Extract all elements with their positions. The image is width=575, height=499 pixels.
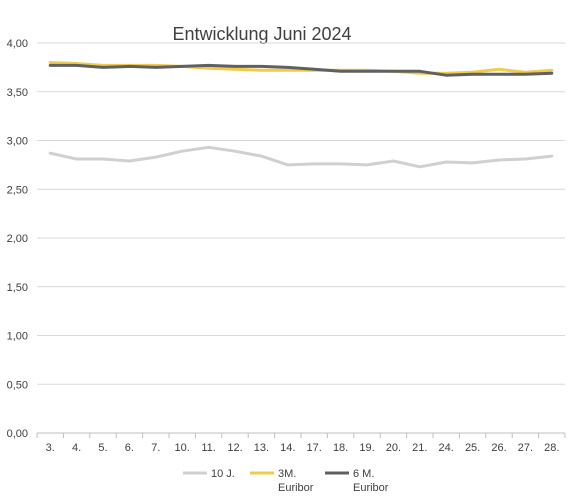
legend-label: 6 M. (353, 468, 374, 480)
x-tick-label: 24. (439, 442, 454, 454)
legend-label: Euribor (353, 482, 389, 494)
x-tick-label: 13. (254, 442, 269, 454)
y-tick-label: 2,50 (7, 184, 28, 196)
x-tick-label: 28. (544, 442, 559, 454)
gridlines (37, 42, 565, 385)
x-tick-label: 17. (307, 442, 322, 454)
legend: 10 J. 3M. Euribor 6 M. Euribor (183, 468, 389, 494)
y-tick-label: 0,00 (7, 428, 28, 440)
x-tick-label: 10. (175, 442, 190, 454)
y-tick-label: 3,00 (7, 136, 28, 148)
legend-label: 3M. (278, 468, 296, 480)
x-tick-label: 7. (151, 442, 160, 454)
legend-entry: 10 J. (183, 468, 235, 480)
series-lines (48, 61, 554, 169)
x-tick-label: 3. (46, 442, 55, 454)
y-tick-label: 4,00 (7, 38, 28, 50)
y-tick-label: 2,00 (7, 233, 28, 245)
x-tick-label: 4. (72, 442, 81, 454)
x-tick-label: 6. (125, 442, 134, 454)
y-tick-label: 0,50 (7, 379, 28, 391)
legend-label: 10 J. (211, 468, 235, 480)
x-tick-label: 18. (333, 442, 348, 454)
x-tick-label: 21. (412, 442, 427, 454)
x-tick-label: 5. (98, 442, 107, 454)
x-tick-label: 27. (518, 442, 533, 454)
y-tick-label: 1,00 (7, 331, 28, 343)
y-tick-label: 1,50 (7, 282, 28, 294)
y-tick-label: 3,50 (7, 87, 28, 99)
x-tick-label: 25. (465, 442, 480, 454)
x-tick-label: 20. (386, 442, 401, 454)
x-tick-label: 11. (201, 442, 215, 454)
chart-title: Entwicklung Juni 2024 (172, 24, 351, 44)
series-line-0 (48, 145, 554, 169)
x-tick-label: 26. (491, 442, 506, 454)
legend-entry: 6 M. Euribor (325, 468, 389, 494)
series-line-2 (48, 63, 554, 77)
x-tick-label: 12. (227, 442, 242, 454)
x-tick-label: 14. (280, 442, 295, 454)
x-tick-label: 19. (359, 442, 374, 454)
legend-entry: 3M. Euribor (250, 468, 314, 494)
legend-label: Euribor (278, 482, 314, 494)
axes: 0,00 0,50 1,00 1,50 2,00 2,50 3,00 3,50 4,00 3. 4.… (7, 38, 566, 454)
